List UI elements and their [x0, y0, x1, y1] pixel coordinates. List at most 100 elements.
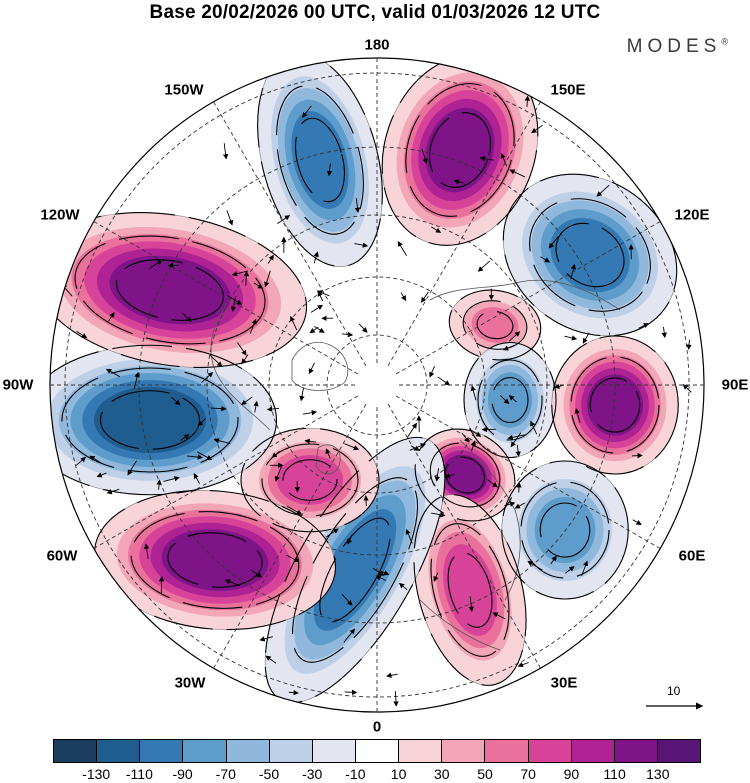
colorbar-swatch [54, 740, 98, 762]
colorbar-swatch [657, 740, 701, 762]
chart-title: Base 20/02/2026 00 UTC, valid 01/03/2026… [149, 2, 601, 23]
wind-arrow-icon [271, 451, 280, 458]
wind-arrow-icon [259, 636, 274, 642]
streamline [539, 502, 591, 558]
wind-arrow-icon [314, 326, 325, 333]
wind-arrow-icon [149, 259, 163, 269]
streamline [529, 198, 651, 312]
wind-arrow-icon [326, 163, 333, 177]
colorbar-swatch [183, 740, 227, 762]
wind-arrow-icon [400, 292, 407, 302]
colorbar-tick-label: 90 [563, 766, 580, 782]
streamline [430, 523, 510, 657]
wind-arrow-icon [182, 312, 192, 323]
wind-arrow-icon [249, 318, 257, 334]
anomaly-contour [550, 217, 630, 293]
wind-arrow-icon [89, 455, 102, 464]
wind-arrow-icon [341, 594, 353, 606]
wind-arrow-icon [241, 354, 249, 365]
wind-arrow-icon [108, 312, 115, 322]
wind-arrow-icon [661, 326, 667, 339]
streamline [130, 511, 300, 609]
reference-vector: 10 [640, 684, 710, 724]
wind-arrow-icon [163, 476, 180, 482]
wind-arrow-icon [507, 434, 525, 441]
wind-arrow-icon [186, 454, 204, 460]
streamline [74, 235, 266, 345]
wind-arrow-icon [290, 315, 298, 331]
wind-arrow-icon [193, 472, 200, 484]
colorbar-swatch [528, 740, 572, 762]
wind-arrow-icon [222, 143, 229, 160]
wind-arrow-icon [564, 335, 578, 341]
wind-arrow-icon [574, 408, 581, 424]
wind-arrow-icon [167, 262, 179, 269]
wind-arrow-icon [508, 331, 521, 342]
colorbar-swatch [226, 740, 270, 762]
wind-arrow-icon [344, 689, 358, 695]
streamline [448, 289, 542, 361]
wind-arrow-icon [75, 456, 87, 466]
streamline [520, 481, 610, 579]
wind-arrow-icon [686, 339, 692, 350]
streamline [413, 494, 527, 686]
colorbar-swatch [312, 740, 356, 762]
colorbar-swatch [614, 740, 658, 762]
wind-arrow-icon [470, 385, 477, 401]
streamline [476, 310, 514, 340]
wind-arrow-icon [224, 579, 241, 587]
streamline [447, 552, 493, 628]
wind-arrow-icon [226, 210, 234, 226]
anomaly-high-alaska-canada [50, 212, 307, 368]
wind-arrow-icon [343, 628, 356, 643]
wind-arrow-icon [209, 354, 223, 367]
wind-arrow-icon [375, 575, 387, 581]
wind-arrow-icon [210, 405, 227, 412]
wind-arrow-icon [317, 290, 324, 302]
wind-arrow-icon [431, 226, 442, 233]
wind-arrow-icon [492, 612, 506, 620]
wind-arrow-icon [76, 331, 88, 339]
wind-arrow-icon [554, 383, 564, 389]
colorbar-tick-label: 70 [520, 766, 536, 782]
wind-arrow-icon [632, 452, 643, 459]
wind-arrow-icon [237, 342, 247, 356]
streamline [429, 112, 491, 188]
wind-arrow-icon [421, 148, 428, 165]
longitude-label: 60E [678, 547, 706, 565]
streamline [116, 259, 224, 321]
meridian-lines [50, 58, 704, 712]
wind-arrow-icon [127, 460, 137, 476]
meridian-line [213, 403, 367, 669]
longitude-label: 0 [372, 718, 382, 736]
streamline [405, 83, 515, 217]
wind-arrow-icon [386, 672, 398, 678]
meridian-line [213, 101, 367, 367]
colorbar-swatch [442, 740, 486, 762]
colorbar-tick-label: -30 [302, 766, 323, 782]
colorbar-swatch [140, 740, 184, 762]
wind-arrow-icon [253, 282, 264, 289]
wind-arrow-icon [286, 554, 300, 563]
streamline [99, 390, 201, 450]
wind-arrow-icon [420, 291, 429, 303]
meridian-line [387, 101, 541, 367]
wind-arrow-icon [308, 362, 315, 375]
anomaly-contour [93, 386, 207, 454]
colorbar-tick-label: 130 [646, 766, 670, 782]
colorbar-tick-label: -90 [172, 766, 193, 782]
wind-arrow-icon [250, 569, 263, 578]
wind-arrow-icon [286, 505, 303, 515]
wind-arrow-icon [354, 242, 369, 248]
wind-arrow-icon [231, 270, 249, 277]
colorbar-tick-label: -50 [258, 766, 280, 782]
longitude-label: 150E [550, 81, 586, 99]
wind-arrow-icon [325, 528, 339, 538]
colorbar [53, 739, 701, 763]
wind-arrow-icon [156, 479, 162, 490]
wind-arrow-icon [515, 444, 521, 457]
wind-arrow-icon [524, 95, 531, 107]
longitude-label: 120E [674, 206, 710, 224]
streamline [276, 85, 364, 235]
colorbar-swatch [97, 740, 141, 762]
